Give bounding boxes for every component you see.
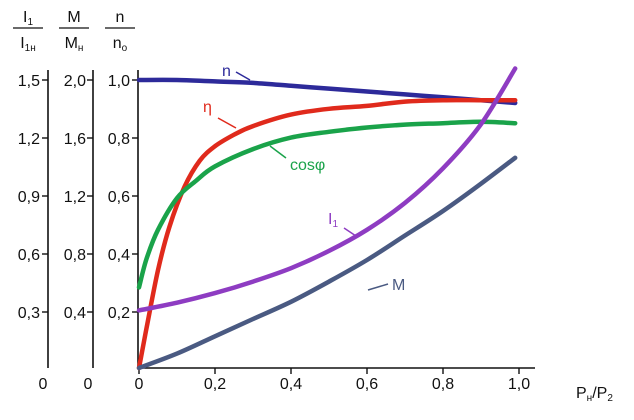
y-zero-label-M: 0 xyxy=(84,376,93,393)
series-leader-M xyxy=(367,283,389,291)
y-tick-label-I1: 1,2 xyxy=(18,131,40,148)
series-line-cosφ xyxy=(136,119,518,290)
series-leader-n xyxy=(235,71,251,81)
y-tick-label-I1: 0,9 xyxy=(18,189,40,206)
x-tick-label: 0 xyxy=(135,376,144,393)
x-tick-label: 0,4 xyxy=(280,376,302,393)
y-axis-header-den-n: nо xyxy=(113,35,128,54)
labels-layer: n η cosφ I1 M xyxy=(203,63,405,294)
axes-layer: 0 0,2 0,4 0,6 0,8 1,0 Pн/P2 0,3 0,6 0,9 1,2 1,5 0 I1 I… xyxy=(13,9,613,404)
y-tick-label-M: 1,2 xyxy=(64,189,86,206)
y-axis-header-den-I1: I1н xyxy=(20,35,36,54)
y-tick-label-M: 0,4 xyxy=(64,305,86,322)
y-tick-label-M: 1,6 xyxy=(64,131,86,148)
y-tick-label-n: 0,2 xyxy=(108,305,130,322)
series-label-n: n xyxy=(222,63,231,80)
y-tick-label-n: 0,8 xyxy=(108,131,130,148)
series-label-η: η xyxy=(203,99,212,116)
series-leader-I1 xyxy=(343,227,357,237)
y-axis-header-den-M: Mн xyxy=(65,35,84,54)
x-tick-label: 0,6 xyxy=(356,376,378,393)
y-tick-label-I1: 1,5 xyxy=(18,73,40,90)
y-zero-label-I1: 0 xyxy=(39,376,48,393)
y-tick-label-I1: 0,6 xyxy=(18,247,40,264)
series-line-η xyxy=(136,97,518,371)
y-tick-label-I1: 0,3 xyxy=(18,305,40,322)
y-tick-label-n: 0,4 xyxy=(108,247,130,264)
series-line-I1 xyxy=(136,66,518,313)
series-label-cosφ: cosφ xyxy=(290,157,325,174)
y-tick-label-n: 0,6 xyxy=(108,189,130,206)
y-tick-label-n: 1,0 xyxy=(108,73,130,90)
x-tick-label: 0,2 xyxy=(204,376,226,393)
y-axis-header-num-I1: I1 xyxy=(23,9,33,28)
y-tick-label-M: 0,8 xyxy=(64,247,86,264)
x-tick-label: 0,8 xyxy=(432,376,454,393)
series-label-M: M xyxy=(392,277,405,294)
x-tick-label: 1,0 xyxy=(508,376,530,393)
series-leader-η xyxy=(217,117,237,129)
series-label-I1: I1 xyxy=(328,211,338,230)
x-axis-label: Pн/P2 xyxy=(576,385,613,404)
series-line-M xyxy=(136,155,518,371)
series-layer xyxy=(136,66,518,371)
y-axis-header-num-n: n xyxy=(116,9,125,26)
y-tick-label-M: 2,0 xyxy=(64,73,86,90)
y-axis-header-num-M: M xyxy=(67,9,80,26)
series-leader-cosφ xyxy=(269,145,287,159)
